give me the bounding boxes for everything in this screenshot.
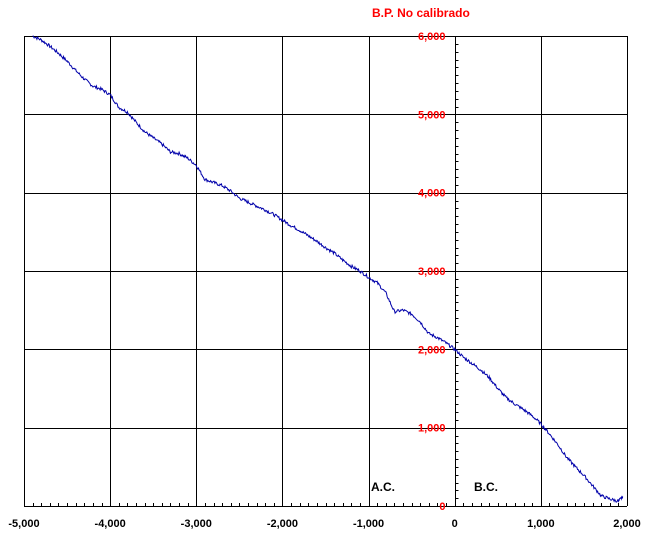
x-tick-label: -4,000: [95, 518, 126, 530]
x-tick-label: -2,000: [267, 518, 298, 530]
y-tick-label: 4,000: [418, 188, 446, 200]
series-line: [32, 35, 624, 503]
y-tick-label: 2,000: [418, 344, 446, 356]
x-tick-labels: -5,000 -4,000 -3,000 -2,000 -1,000 0 1,000 2,00…: [8, 518, 640, 530]
chart-title: B.P. No calibrado: [372, 6, 470, 20]
x-tick-label: -3,000: [181, 518, 212, 530]
x-tick-label: 2,000: [613, 518, 641, 530]
era-label-bc: B.C.: [474, 480, 498, 494]
y-tick-labels: 0 1,000 2,000 3,000 4,000 5,000 6,000: [418, 31, 446, 513]
y-tick-label: 1,000: [418, 423, 446, 435]
x-tick-label: 1,000: [527, 518, 555, 530]
grid-lines: [24, 36, 628, 507]
y-tick-label: 0: [439, 501, 445, 513]
x-tick-label: -1,000: [353, 518, 384, 530]
x-tick-label: 0: [452, 518, 458, 530]
y-tick-label: 6,000: [418, 31, 446, 43]
y-tick-label: 3,000: [418, 266, 446, 278]
y-tick-label: 5,000: [418, 109, 446, 121]
era-label-ac: A.C.: [371, 480, 395, 494]
x-tick-label: -5,000: [8, 518, 39, 530]
